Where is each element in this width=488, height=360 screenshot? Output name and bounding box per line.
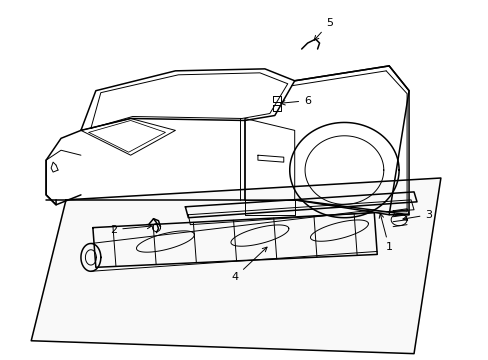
Text: 2: 2 xyxy=(110,224,151,235)
Text: 1: 1 xyxy=(378,213,392,252)
Polygon shape xyxy=(31,178,440,354)
Text: 5: 5 xyxy=(314,18,332,40)
Text: 6: 6 xyxy=(280,96,310,105)
Text: 4: 4 xyxy=(231,247,266,282)
Text: 3: 3 xyxy=(402,210,431,221)
